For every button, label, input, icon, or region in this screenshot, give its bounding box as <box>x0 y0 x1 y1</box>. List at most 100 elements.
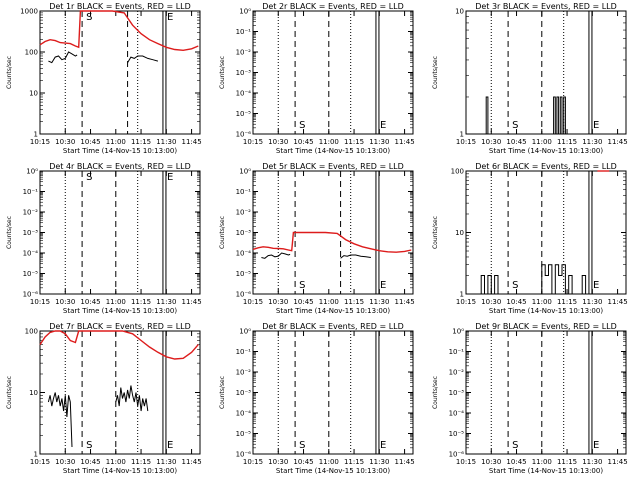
x-tick-label: 10:30 <box>268 298 288 306</box>
y-tick-label: 1 <box>34 131 38 139</box>
x-tick-label: 10:45 <box>293 138 313 146</box>
x-tick-label: 10:45 <box>293 298 313 306</box>
series-line-events <box>47 392 73 448</box>
x-tick-label: 10:30 <box>481 298 501 306</box>
y-tick-label: 10⁻⁶ <box>236 131 252 139</box>
y-tick-label: 10⁰ <box>239 328 251 336</box>
event-marker-label: E <box>167 172 173 183</box>
series-line-events <box>115 385 149 412</box>
y-tick-label: 10⁻⁶ <box>449 451 465 459</box>
event-marker-label: S <box>86 440 92 451</box>
y-axis-label: Counts/sec <box>219 376 226 409</box>
y-axis-label: Counts/sec <box>432 376 439 409</box>
event-marker-label: S <box>299 440 305 451</box>
x-tick-label: 11:30 <box>156 298 176 306</box>
chart-title: Det 7r BLACK = Events, RED = LLD <box>49 322 191 331</box>
x-tick-label: 11:30 <box>582 138 602 146</box>
x-axis-label: Start Time (14-Nov-15 10:13:00) <box>63 147 177 155</box>
x-tick-label: 11:00 <box>106 298 126 306</box>
chart-panel-1: Det 1r BLACK = Events, RED = LLD Counts/s… <box>6 2 202 155</box>
series-line-events <box>485 96 489 134</box>
chart-panel-4: Det 4r BLACK = Events, RED = LLD Counts/s… <box>6 162 202 315</box>
y-axis-label: Counts/sec <box>432 56 439 89</box>
y-axis-label: Counts/sec <box>432 216 439 249</box>
event-marker-label: E <box>380 280 386 291</box>
x-tick-label: 10:30 <box>55 458 75 466</box>
chart-title: Det 6r BLACK = Events, RED = LLD <box>475 162 617 171</box>
x-tick-label: 10:15 <box>243 458 263 466</box>
x-tick-label: 10:30 <box>55 138 75 146</box>
series-line-lld <box>252 231 412 253</box>
y-tick-label: 1 <box>460 131 464 139</box>
plot-frame <box>252 330 414 455</box>
y-tick-label: 10⁻³ <box>236 69 252 77</box>
x-tick-label: 11:00 <box>532 298 552 306</box>
x-tick-label: 11:15 <box>344 138 364 146</box>
x-tick-label: 11:45 <box>607 138 627 146</box>
series-line-events <box>340 254 371 259</box>
y-axis-label: Counts/sec <box>219 56 226 89</box>
x-tick-label: 10:30 <box>481 138 501 146</box>
x-tick-label: 11:00 <box>319 458 339 466</box>
x-tick-label: 11:30 <box>156 458 176 466</box>
y-tick-label: 10⁻² <box>236 369 252 377</box>
chart-title: Det 8r BLACK = Events, RED = LLD <box>262 322 404 331</box>
x-tick-label: 11:00 <box>532 138 552 146</box>
chart-panel-8: Det 8r BLACK = Events, RED = LLD Counts/s… <box>219 322 415 475</box>
x-axis-label: Start Time (14-Nov-15 10:13:00) <box>276 307 390 315</box>
y-tick-label: 10⁰ <box>452 328 464 336</box>
y-axis-label: Counts/sec <box>6 376 13 409</box>
chart-panel-2: Det 2r BLACK = Events, RED = LLD Counts/s… <box>219 2 415 155</box>
x-tick-label: 10:45 <box>293 458 313 466</box>
y-tick-label: 10⁻⁴ <box>236 410 252 418</box>
x-tick-label: 11:45 <box>181 458 201 466</box>
x-tick-label: 10:15 <box>456 138 476 146</box>
x-tick-label: 10:45 <box>80 138 100 146</box>
y-tick-label: 1 <box>34 451 38 459</box>
x-tick-label: 11:30 <box>582 298 602 306</box>
x-axis-label: Start Time (14-Nov-15 10:13:00) <box>276 467 390 475</box>
chart-panel-6: Det 6r BLACK = Events, RED = LLD Counts/s… <box>432 162 628 315</box>
event-marker-label: S <box>512 120 518 131</box>
x-axis-label: Start Time (14-Nov-15 10:13:00) <box>276 147 390 155</box>
plot-frame <box>39 170 201 295</box>
y-tick-label: 10⁻⁶ <box>236 451 252 459</box>
chart-title: Det 9r BLACK = Events, RED = LLD <box>475 322 617 331</box>
y-tick-label: 10⁻² <box>23 209 39 217</box>
y-tick-label: 10⁻² <box>236 49 252 57</box>
plot-frame <box>465 10 627 135</box>
y-axis-label: Counts/sec <box>219 216 226 249</box>
event-marker-label: E <box>380 120 386 131</box>
y-tick-label: 10⁻¹ <box>236 348 252 356</box>
y-tick-label: 1 <box>460 291 464 299</box>
chart-title: Det 1r BLACK = Events, RED = LLD <box>49 2 191 11</box>
y-tick-label: 10⁻³ <box>236 389 252 397</box>
y-tick-label: 10⁻⁵ <box>236 270 252 278</box>
x-tick-label: 10:30 <box>481 458 501 466</box>
y-tick-label: 10⁻⁴ <box>236 250 252 258</box>
x-tick-label: 10:15 <box>456 298 476 306</box>
chart-panel-7: Det 7r BLACK = Events, RED = LLD Counts/s… <box>6 322 202 475</box>
event-marker-label: E <box>167 12 173 23</box>
event-marker-label: E <box>593 440 599 451</box>
event-marker-label: S <box>299 280 305 291</box>
event-marker-label: E <box>380 440 386 451</box>
x-tick-label: 11:30 <box>369 298 389 306</box>
event-marker-label: E <box>167 440 173 451</box>
x-tick-label: 10:15 <box>243 138 263 146</box>
y-tick-label: 10⁰ <box>26 168 38 176</box>
x-tick-label: 10:45 <box>506 138 526 146</box>
y-tick-label: 10⁻³ <box>236 229 252 237</box>
x-tick-label: 11:15 <box>557 138 577 146</box>
y-tick-label: 10 <box>455 8 464 16</box>
y-tick-label: 10⁻⁴ <box>236 90 252 98</box>
x-tick-label: 11:00 <box>106 458 126 466</box>
event-marker-label: S <box>299 120 305 131</box>
chart-title: Det 2r BLACK = Events, RED = LLD <box>262 2 404 11</box>
x-tick-label: 11:30 <box>156 138 176 146</box>
x-tick-label: 11:45 <box>181 138 201 146</box>
x-tick-label: 11:00 <box>106 138 126 146</box>
series-line-events <box>541 264 587 295</box>
event-marker-label: S <box>512 280 518 291</box>
